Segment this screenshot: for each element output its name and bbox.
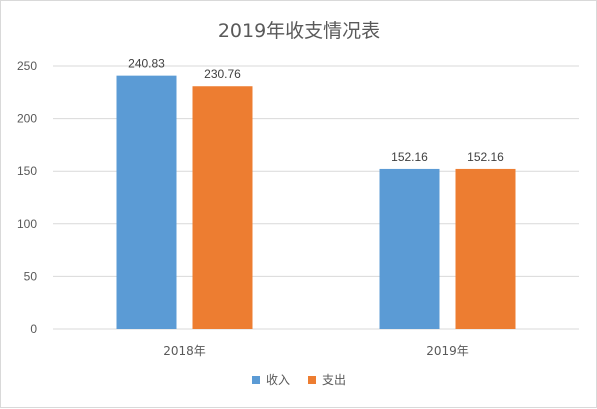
y-tick-label: 150 — [17, 164, 37, 178]
y-tick-label: 250 — [17, 59, 37, 73]
legend: 收入 支出 — [252, 373, 346, 387]
x-category-label: 2019年 — [426, 344, 469, 358]
chart-title: 2019年收支情况表 — [218, 20, 380, 42]
bar — [455, 168, 516, 329]
x-axis-categories: 2018年 2019年 — [163, 344, 469, 358]
data-label: 152.16 — [391, 150, 428, 164]
data-label: 240.83 — [128, 57, 165, 71]
legend-label: 支出 — [322, 373, 346, 387]
bars — [116, 75, 516, 329]
y-tick-label: 50 — [24, 269, 38, 283]
y-tick-label: 200 — [17, 112, 37, 126]
data-label: 230.76 — [204, 67, 241, 81]
y-tick-label: 100 — [17, 217, 37, 231]
legend-label: 收入 — [266, 373, 290, 387]
bar — [116, 75, 177, 329]
data-labels: 240.83 230.76 152.16 152.16 — [128, 57, 504, 164]
data-label: 152.16 — [467, 150, 504, 164]
legend-swatch — [252, 376, 260, 384]
y-axis-ticks: 0 50 100 150 200 250 — [17, 59, 37, 336]
bar — [192, 86, 253, 329]
y-tick-label: 0 — [30, 322, 37, 336]
x-category-label: 2018年 — [163, 344, 206, 358]
bar — [379, 168, 440, 329]
legend-swatch — [308, 376, 316, 384]
